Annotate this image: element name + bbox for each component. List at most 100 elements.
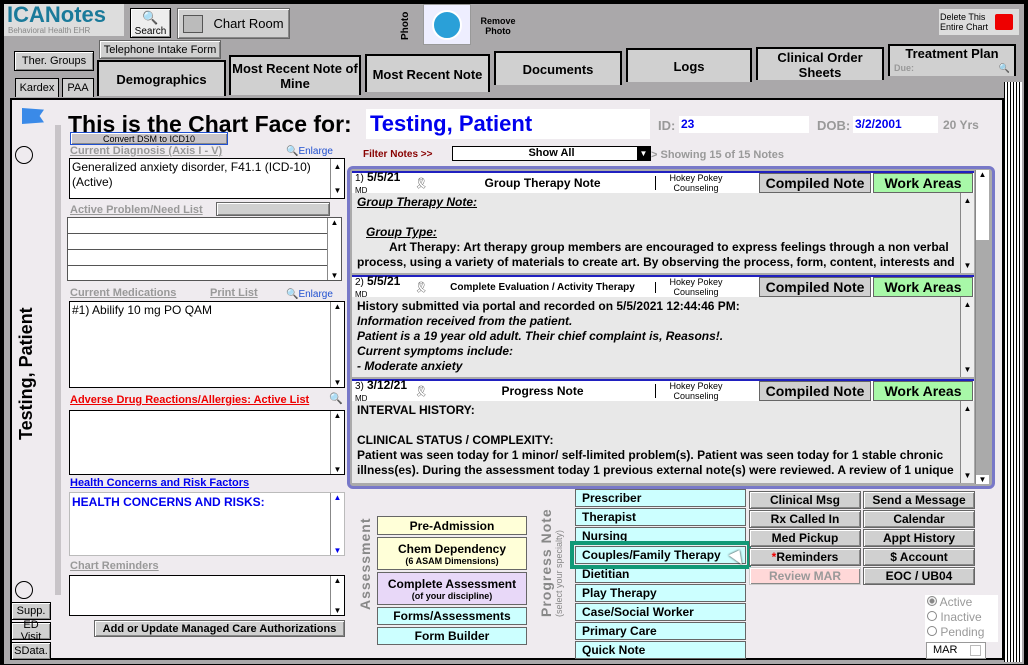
complete-assessment-button[interactable]: Complete Assessment (of your discipline) [377,572,527,605]
eoc-ub04-button[interactable]: EOC / UB04 [863,567,975,585]
delete-chart-button[interactable]: Delete This Entire Chart [939,9,1019,35]
scrollbar[interactable]: ▲ ▼ [330,576,344,615]
tab-kardex[interactable]: Kardex [15,78,59,97]
chem-dependency-button[interactable]: Chem Dependency (6 ASAM Dimensions) [377,537,527,570]
allergies-box[interactable]: ▲ ▼ [69,410,345,475]
rx-called-in-button[interactable]: Rx Called In [749,510,861,528]
enlarge-meds-link[interactable]: 🔍Enlarge [286,289,333,300]
filter-select[interactable]: Show All ▼ [452,146,651,161]
status-pending-radio[interactable]: Pending [927,625,998,640]
award-icon: 🎗 [414,281,428,294]
status-active-radio[interactable]: Active [927,595,998,610]
note-body[interactable]: INTERVAL HISTORY: CLINICAL STATUS / COMPL… [352,401,974,483]
note-line: History submitted via portal and recorde… [357,299,740,313]
work-areas-button[interactable]: Work Areas [873,381,973,401]
send-message-button[interactable]: Send a Message [863,491,975,509]
diagnosis-label[interactable]: Current Diagnosis (Axis I - V) [70,145,223,157]
scrollbar[interactable]: ▲ ▼ [330,493,344,555]
status-inactive-radio[interactable]: Inactive [927,610,998,625]
status-circle-bottom[interactable] [15,581,33,599]
diagnosis-box[interactable]: Generalized anxiety disorder, F41.1 (ICD… [69,158,345,199]
health-concerns-label[interactable]: Health Concerns and Risk Factors [70,477,250,489]
tab-most-recent-note-mine[interactable]: Most Recent Note of Mine [229,55,361,95]
managed-care-button[interactable]: Add or Update Managed Care Authorization… [94,620,345,637]
scrollbar[interactable]: ▲ ▼ [327,218,341,280]
allergies-search-icon[interactable]: 🔍 [329,393,343,405]
remove-photo-button[interactable]: Remove Photo [480,16,516,36]
sdata-button[interactable]: SData. [11,642,51,660]
problem-list-box[interactable]: ▲ ▼ [67,217,342,281]
tab-documents[interactable]: Documents [494,51,622,85]
mar-checkbox[interactable]: MAR [926,642,986,659]
medications-label[interactable]: Current Medications [70,287,177,299]
reminders-button[interactable]: * Reminders [749,548,861,566]
tab-paa[interactable]: PAA [62,78,94,97]
compiled-note-button[interactable]: Compiled Note [759,277,871,297]
note-body[interactable]: History submitted via portal and recorde… [352,297,974,377]
progress-note-quick-note[interactable]: Quick Note [575,641,746,659]
scrollbar[interactable]: ▲ ▼ [330,411,344,474]
chart-reminders-label[interactable]: Chart Reminders [70,560,159,572]
search-icon[interactable]: 🔍 [998,63,1010,73]
enlarge-diagnosis-link[interactable]: 🔍Enlarge [286,146,333,157]
tab-treatment-plan[interactable]: Treatment Plan Due: 🔍 [888,44,1016,76]
form-builder-button[interactable]: Form Builder [377,627,527,645]
scrollbar[interactable]: ▲ ▼ [330,159,344,198]
tab-ther-groups[interactable]: Ther. Groups [14,51,94,71]
tab-demographics[interactable]: Demographics [97,60,226,96]
clinical-msg-button[interactable]: Clinical Msg [749,491,861,509]
patient-name: Testing, Patient [366,109,650,139]
compiled-note-button[interactable]: Compiled Note [759,381,871,401]
progress-note-label: Progress Note (select your specialty) [538,508,564,617]
calendar-button[interactable]: Calendar [863,510,975,528]
award-icon: 🎗 [414,177,428,190]
note-title: Progress Note [430,384,656,398]
medications-box[interactable]: #1) Abilify 10 mg PO QAM ▲ ▼ [69,301,345,388]
ed-visit-button[interactable]: ED Visit [11,619,51,643]
progress-note-therapist[interactable]: Therapist [575,508,746,526]
problem-list-label[interactable]: Active Problem/Need List [70,204,203,216]
progress-note-play-therapy[interactable]: Play Therapy [575,584,746,602]
scrollbar[interactable]: ▲ ▼ [960,297,974,377]
logo: ICANotes Behavioral Health EHR [4,4,124,36]
progress-note-prescriber[interactable]: Prescriber [575,489,746,507]
forms-assessments-button[interactable]: Forms/Assessments [377,607,527,625]
chart-reminders-box[interactable]: ▲ ▼ [69,575,345,616]
work-areas-button[interactable]: Work Areas [873,277,973,297]
progress-note-couples-family-therapy[interactable]: Couples/Family Therapy [575,546,746,564]
dob-label: DOB: [817,118,851,133]
account-button[interactable]: $ Account [863,548,975,566]
compiled-note-button[interactable]: Compiled Note [759,173,871,193]
appt-history-button[interactable]: Appt History [863,529,975,547]
tab-most-recent-note[interactable]: Most Recent Note [365,54,490,92]
allergies-label[interactable]: Adverse Drug Reactions/Allergies: Active… [70,394,310,406]
review-mar-button[interactable]: Review MAR [749,567,861,585]
tab-logs[interactable]: Logs [626,48,752,82]
assessment-label: Assessment [357,517,373,611]
magnifier-icon: 🔍 [286,146,299,157]
flag-icon[interactable] [22,108,44,124]
chart-room-button[interactable]: Chart Room [177,8,290,39]
scrollbar[interactable]: ▲ ▼ [960,193,974,273]
health-concerns-box[interactable]: HEALTH CONCERNS AND RISKS: ▲ ▼ [69,492,345,556]
med-pickup-button[interactable]: Med Pickup [749,529,861,547]
scrollbar[interactable]: ▲ ▼ [330,302,344,387]
pre-admission-button[interactable]: Pre-Admission [377,516,527,535]
tab-telephone-intake[interactable]: Telephone Intake Form [99,40,221,59]
search-button[interactable]: 🔍 Search [130,8,171,38]
work-areas-button[interactable]: Work Areas [873,173,973,193]
notes-scrollbar[interactable]: ▲ ▼ [975,170,989,484]
note-line [357,418,956,433]
print-list-link[interactable]: Print List [210,287,258,299]
note-body[interactable]: Group Therapy Note: Group Type: Art Therap… [352,193,974,273]
convert-dsm-button[interactable]: Convert DSM to ICD10 [70,132,228,145]
problem-list-button[interactable] [216,202,330,216]
tab-clinical-order-sheets[interactable]: Clinical Order Sheets [756,47,884,80]
notes-count: > Showing 15 of 15 Notes [651,149,784,161]
progress-note-case-social-worker[interactable]: Case/Social Worker [575,603,746,621]
status-circle-top[interactable] [15,146,33,164]
progress-note-primary-care[interactable]: Primary Care [575,622,746,640]
patient-photo[interactable] [423,4,471,45]
scrollbar[interactable]: ▲ ▼ [960,401,974,483]
supp-button[interactable]: Supp. [11,602,51,620]
